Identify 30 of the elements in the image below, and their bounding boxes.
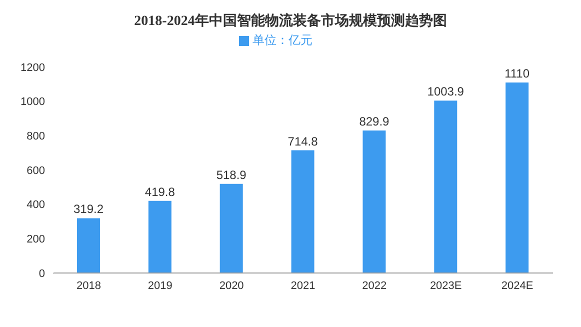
bar [220,184,243,273]
y-tick-label: 400 [26,199,45,212]
x-tick-label: 2023E [430,280,462,292]
x-tick-label: 2019 [148,280,172,292]
y-tick-label: 1200 [20,62,45,74]
data-label: 1003.9 [427,84,464,99]
y-tick-label: 800 [26,130,45,143]
bar [506,82,529,273]
bar [77,218,100,273]
bar [148,200,172,273]
y-tick-label: 600 [26,164,45,177]
x-tick-label: 2024E [501,280,534,292]
data-label: 319.2 [73,202,104,216]
data-label: 518.9 [216,168,247,182]
y-tick-label: 0 [38,268,45,280]
x-tick-label: 2021 [290,280,316,292]
bar [291,150,314,273]
y-tick-label: 200 [26,234,45,246]
chart-title: 2018-2024年中国智能物流装备市场规模预测趋势图 [133,12,448,31]
data-label: 829.9 [359,114,390,129]
y-tick-label: 1000 [20,96,45,108]
x-tick-label: 2018 [76,280,101,292]
bar [434,100,458,273]
data-label: 419.8 [144,184,176,199]
data-label: 1110 [504,66,530,80]
data-label: 714.8 [288,134,318,148]
legend-label: 单位：亿元 [252,33,312,47]
bar [362,130,386,273]
x-tick-label: 2022 [362,280,387,292]
x-tick-label: 2020 [219,280,244,292]
